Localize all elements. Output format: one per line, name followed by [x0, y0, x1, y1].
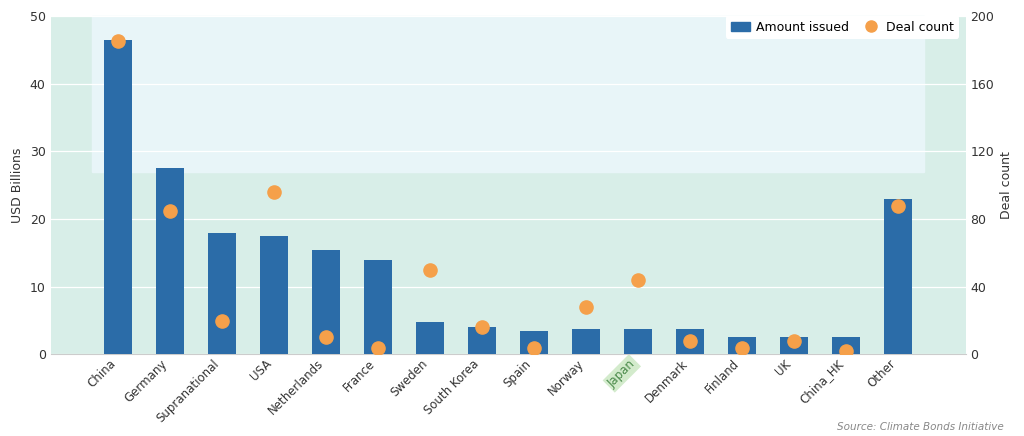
Legend: Amount issued, Deal count: Amount issued, Deal count: [726, 16, 959, 39]
Bar: [468, 327, 497, 354]
Bar: [364, 260, 392, 354]
Bar: [676, 329, 705, 354]
Point: [370, 344, 386, 351]
Bar: [728, 337, 757, 354]
Point: [630, 276, 646, 283]
Bar: [779, 337, 808, 354]
Point: [734, 344, 751, 351]
Bar: [571, 329, 600, 354]
Bar: [520, 331, 549, 354]
Bar: [92, 16, 924, 172]
Point: [266, 188, 283, 195]
Point: [785, 337, 802, 344]
Bar: [884, 199, 912, 354]
Text: Source: Climate Bonds Initiative: Source: Climate Bonds Initiative: [837, 422, 1004, 432]
Point: [110, 38, 126, 45]
Point: [526, 344, 543, 351]
Point: [838, 347, 854, 354]
Bar: [260, 236, 289, 354]
Point: [162, 207, 178, 214]
Y-axis label: Deal count: Deal count: [999, 151, 1013, 219]
Point: [682, 337, 698, 344]
Bar: [831, 337, 860, 354]
Bar: [416, 322, 444, 354]
Bar: [624, 329, 652, 354]
Point: [890, 202, 906, 209]
Point: [422, 266, 438, 273]
Point: [474, 324, 490, 331]
Point: [317, 334, 334, 341]
Bar: [156, 168, 184, 354]
Point: [578, 303, 594, 310]
Y-axis label: USD Billions: USD Billions: [11, 147, 25, 223]
Bar: [311, 249, 340, 354]
Bar: [208, 233, 237, 354]
Point: [214, 317, 230, 324]
Bar: [103, 40, 132, 354]
